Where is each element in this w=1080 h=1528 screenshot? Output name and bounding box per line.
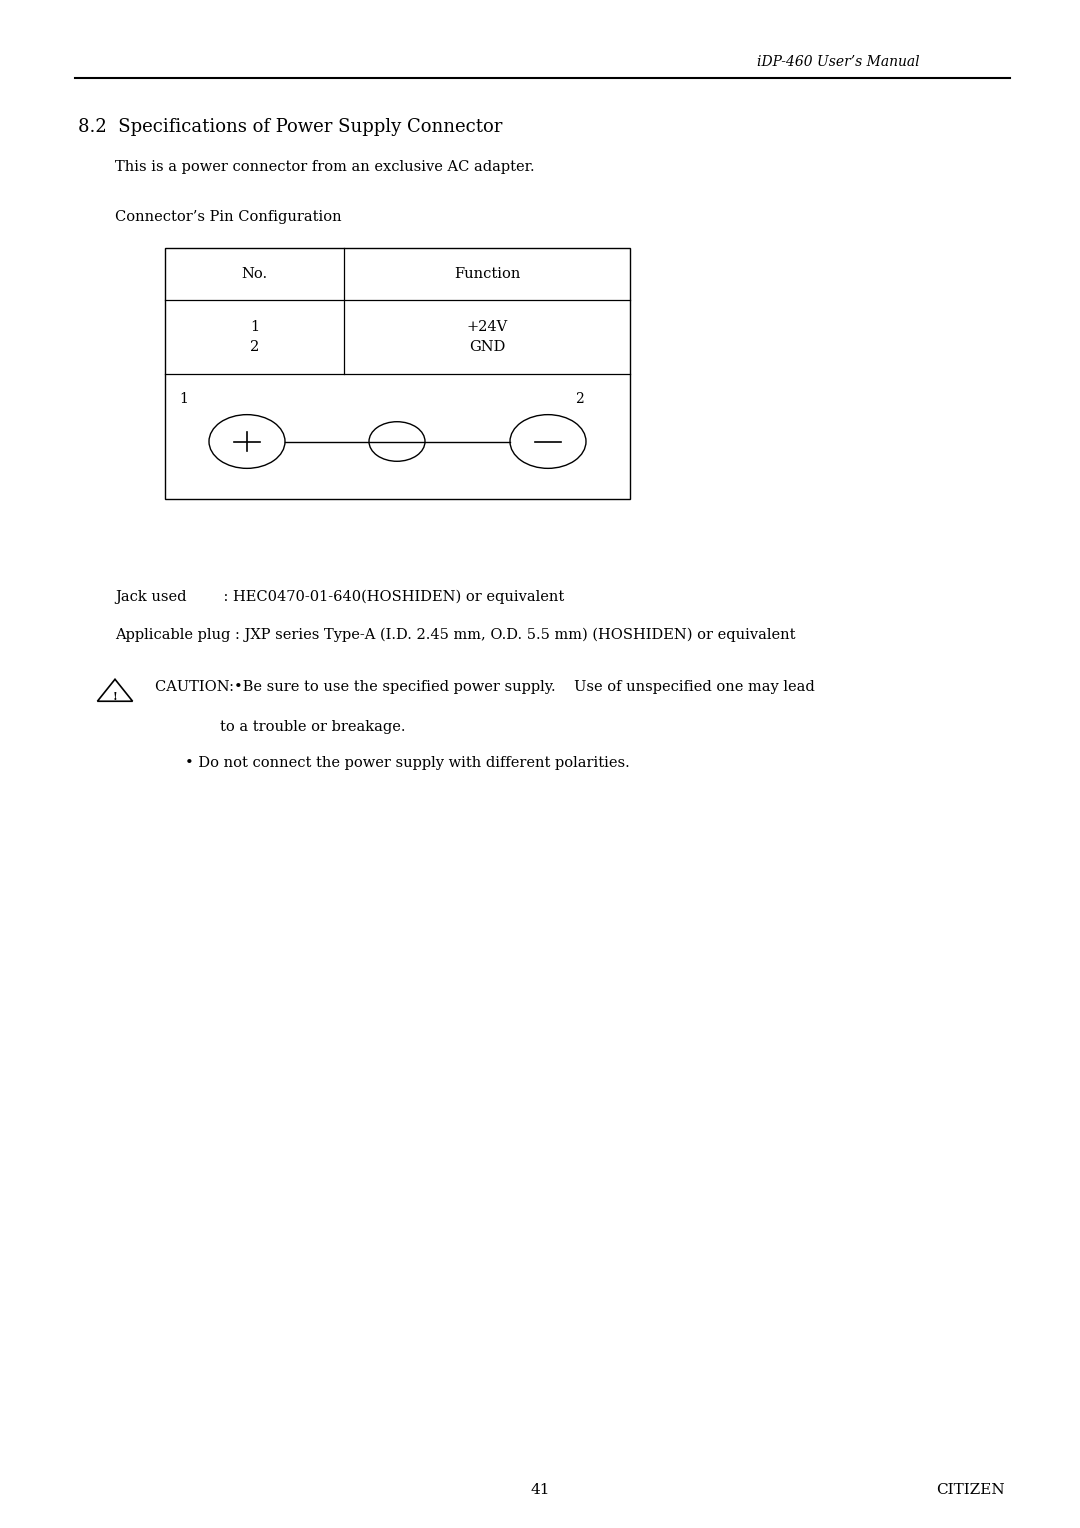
Text: 1: 1 <box>249 319 259 335</box>
Text: 2: 2 <box>249 341 259 354</box>
Text: 8.2  Specifications of Power Supply Connector: 8.2 Specifications of Power Supply Conne… <box>78 118 502 136</box>
Text: +24V: +24V <box>467 319 508 335</box>
Text: This is a power connector from an exclusive AC adapter.: This is a power connector from an exclus… <box>114 160 535 174</box>
Text: Connector’s Pin Configuration: Connector’s Pin Configuration <box>114 209 341 225</box>
Text: 41: 41 <box>530 1484 550 1497</box>
Text: to a trouble or breakage.: to a trouble or breakage. <box>220 720 405 733</box>
Bar <box>165 248 630 500</box>
Text: • Do not connect the power supply with different polarities.: • Do not connect the power supply with d… <box>185 756 630 770</box>
Text: !: ! <box>112 692 118 703</box>
Text: iDP-460 User’s Manual: iDP-460 User’s Manual <box>757 55 920 69</box>
Text: CITIZEN: CITIZEN <box>936 1484 1005 1497</box>
Text: Jack used        : HEC0470-01-640(HOSHIDEN) or equivalent: Jack used : HEC0470-01-640(HOSHIDEN) or … <box>114 590 564 605</box>
Text: 1: 1 <box>179 393 188 406</box>
Text: Function: Function <box>454 267 521 281</box>
Text: Applicable plug : JXP series Type-A (I.D. 2.45 mm, O.D. 5.5 mm) (HOSHIDEN) or eq: Applicable plug : JXP series Type-A (I.D… <box>114 628 796 642</box>
Text: 2: 2 <box>575 393 584 406</box>
Text: CAUTION:•Be sure to use the specified power supply.    Use of unspecified one ma: CAUTION:•Be sure to use the specified po… <box>156 680 814 694</box>
Text: GND: GND <box>469 341 505 354</box>
Text: No.: No. <box>242 267 268 281</box>
